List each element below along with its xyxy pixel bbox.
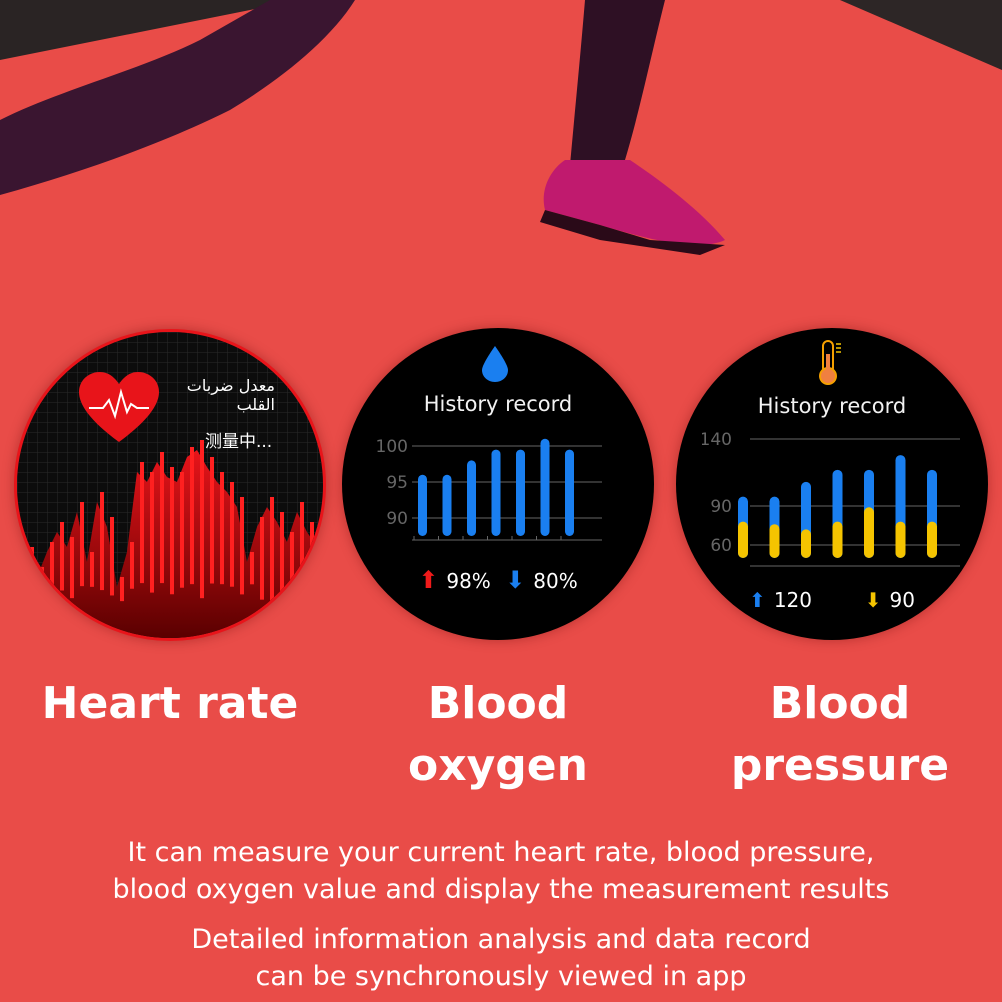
heart-rate-spike (320, 537, 323, 597)
heart-rate-arabic-label: معدل ضربات القلب (155, 376, 275, 414)
description-paragraph-2: Detailed information analysis and data r… (0, 921, 1002, 995)
oxygen-bar (467, 460, 476, 536)
blood-oxygen-watch-face: History record 100 95 90 ⬆ 98% ⬇ 80% (342, 328, 654, 640)
heart-rate-spike (130, 542, 134, 589)
description-line: blood oxygen value and display the measu… (0, 871, 1002, 908)
blood-oxygen-chart: 100 95 90 (372, 428, 632, 558)
oxygen-bar (541, 439, 550, 536)
max-value: 98% (446, 569, 490, 593)
heart-rate-spike (90, 552, 94, 587)
y-tick-label: 60 (710, 536, 732, 556)
bp-low-bar (801, 529, 811, 558)
bp-low-bar (833, 522, 843, 558)
y-tick-label: 100 (376, 437, 408, 457)
oxygen-bar (492, 450, 501, 536)
description-line: can be synchronously viewed in app (0, 958, 1002, 995)
oxygen-bar (418, 475, 427, 536)
arrow-up-icon: ⬆ (749, 588, 766, 612)
heart-rate-spike (260, 517, 264, 600)
pressure-legend: ⬆ 120 ⬇ 90 (676, 588, 988, 612)
min-value: 80% (533, 569, 577, 593)
blood-pressure-caption: Blood pressure (690, 673, 990, 797)
heart-rate-spike (310, 522, 314, 595)
heart-rate-spike (100, 492, 104, 590)
oxygen-legend: ⬆ 98% ⬇ 80% (342, 566, 654, 594)
history-record-title: History record (342, 392, 654, 416)
heart-rate-spike (190, 447, 194, 584)
description-line: It can measure your current heart rate, … (0, 834, 1002, 871)
heart-rate-spike (240, 497, 244, 594)
heart-rate-spike (230, 482, 234, 587)
heart-rate-caption: Heart rate (20, 673, 320, 735)
history-record-title: History record (676, 394, 988, 418)
bp-low-bar (864, 507, 874, 558)
runner-legs-image (0, 0, 1002, 330)
heart-rate-spike (120, 577, 124, 601)
oxygen-bar (565, 450, 574, 536)
low-value: 90 (889, 588, 914, 612)
heart-rate-spike (150, 472, 154, 593)
heart-rate-spike (40, 567, 44, 591)
heart-rate-spike (50, 542, 54, 585)
heart-rate-spike (180, 472, 184, 588)
oxygen-bar (516, 450, 525, 536)
description-paragraph-1: It can measure your current heart rate, … (0, 834, 1002, 908)
thermometer-icon (817, 340, 843, 386)
y-tick-label: 95 (386, 473, 408, 493)
heart-rate-watch-face: معدل ضربات القلب 测量中... (14, 329, 326, 641)
measuring-label: 测量中... (205, 427, 272, 452)
caption-line: pressure (690, 735, 990, 797)
oxygen-bar (443, 475, 452, 536)
heart-rate-spike (20, 552, 24, 591)
heart-rate-spike (220, 472, 224, 584)
heart-rate-spike (70, 537, 74, 598)
blood-pressure-chart: 140 90 60 (702, 428, 972, 568)
high-value: 120 (774, 588, 812, 612)
heart-rate-spike (170, 467, 174, 594)
blood-pressure-watch-face: History record 140 90 60 ⬆ 120 ⬇ 90 (676, 328, 988, 640)
blood-oxygen-caption: Blood oxygen (348, 673, 648, 797)
bp-low-bar (770, 524, 780, 558)
description-line: Detailed information analysis and data r… (0, 921, 1002, 958)
heart-rate-spike (110, 517, 114, 595)
arrow-down-icon: ⬇ (505, 566, 525, 594)
heart-rate-spike (140, 462, 144, 583)
heart-rate-spike (30, 547, 34, 591)
y-tick-label: 90 (710, 497, 732, 517)
heart-rate-spike (60, 522, 64, 591)
caption-line: oxygen (348, 735, 648, 797)
heart-rate-spike (280, 512, 284, 591)
heart-rate-spike (250, 552, 254, 584)
caption-line: Blood (348, 673, 648, 735)
heart-rate-spike (160, 452, 164, 583)
y-tick-label: 90 (386, 509, 408, 529)
caption-line: Blood (690, 673, 990, 735)
heart-rate-spike (80, 502, 84, 586)
heart-rate-spike (270, 497, 274, 601)
y-tick-label: 140 (702, 430, 732, 450)
arrow-up-icon: ⬆ (418, 566, 438, 594)
heart-rate-spike (200, 440, 204, 598)
heart-rate-spike (290, 532, 294, 594)
heart-rate-spike (210, 457, 214, 584)
heart-rate-spike (300, 502, 304, 583)
heart-ecg-icon (79, 372, 159, 444)
water-drop-icon (482, 346, 508, 382)
bp-low-bar (738, 522, 748, 558)
arrow-down-icon: ⬇ (865, 588, 882, 612)
bp-low-bar (896, 522, 906, 558)
bp-low-bar (927, 522, 937, 558)
